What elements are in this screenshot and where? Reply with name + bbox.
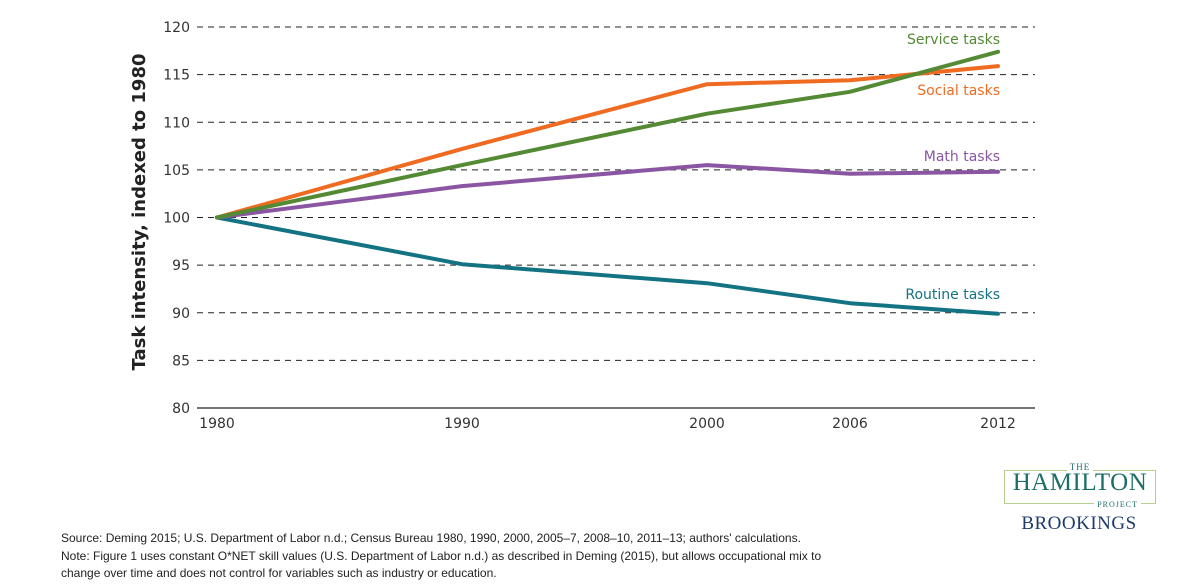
y-tick-label: 120: [163, 20, 190, 36]
y-axis-ticks: 80 85 90 95 100 105 110 115 120: [163, 20, 190, 417]
x-tick-label: 2012: [980, 416, 1016, 432]
brookings-logo: BROOKINGS: [1021, 513, 1137, 534]
hamilton-project-logo: THE HAMILTON PROJECT: [1004, 462, 1156, 509]
series-line-social: [215, 64, 1000, 220]
x-tick-label: 1990: [444, 416, 480, 432]
y-tick-label: 115: [163, 68, 190, 84]
y-tick-label: 85: [172, 353, 190, 369]
series-lines: [215, 49, 1000, 316]
series-label-routine: Routine tasks: [905, 287, 1000, 303]
x-tick-label: 2006: [832, 416, 868, 432]
y-tick-label: 105: [163, 163, 190, 179]
y-tick-label: 90: [172, 306, 190, 322]
logo-hamilton: HAMILTON: [1012, 469, 1148, 496]
series-label-service: Service tasks: [907, 32, 1000, 48]
y-tick-label: 95: [172, 258, 190, 274]
x-tick-label: 2000: [689, 416, 725, 432]
logo-the: THE: [1066, 462, 1094, 472]
note-text-line-1: Note: Figure 1 uses constant O*NET skill…: [61, 548, 822, 563]
y-tick-label: 110: [163, 115, 190, 131]
logo-project: PROJECT: [1094, 500, 1141, 509]
series-label-math: Math tasks: [924, 149, 1000, 165]
hamilton-brookings-logo: THE HAMILTON PROJECT BROOKINGS: [1004, 462, 1159, 535]
x-tick-label: 1980: [199, 416, 235, 432]
series-label-social: Social tasks: [917, 83, 1000, 99]
x-axis-ticks: 1980 1990 2000 2006 2012: [199, 416, 1016, 432]
y-tick-label: 100: [163, 211, 190, 227]
line-chart: 80 85 90 95 100 105 110 115 120 1980 1990 2000 2006…: [129, 20, 1035, 432]
y-axis-label: Task intensity, indexed to 1980: [129, 54, 150, 371]
source-text: Source: Deming 2015; U.S. Department of …: [61, 531, 801, 545]
source-note: Source: Deming 2015; U.S. Department of …: [61, 530, 921, 583]
y-tick-label: 80: [172, 401, 190, 417]
note-text-line-2: change over time and does not control fo…: [61, 566, 497, 580]
series-labels: Service tasks Social tasks Math tasks Routi…: [905, 32, 1000, 303]
